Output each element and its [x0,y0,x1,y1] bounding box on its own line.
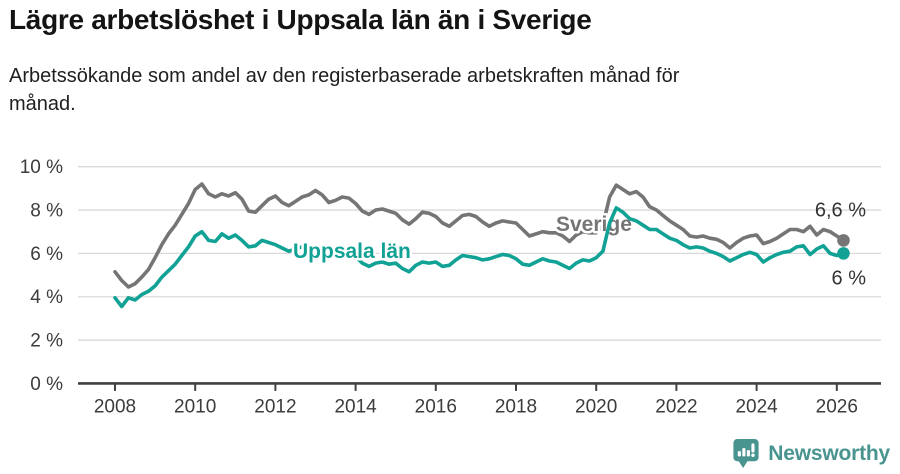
series-end-dot-sverige [837,234,850,247]
x-axis-label: 2020 [575,396,617,417]
series-label-uppsala-l-n: Uppsala län [293,240,411,263]
series-line-sverige [113,182,846,289]
logo-barchart-glyph [738,443,756,457]
y-axis-label: 10 % [20,157,63,178]
x-axis-label: 2012 [254,396,296,417]
page-title: Lägre arbetslöshet i Uppsala län än i Sv… [9,4,592,35]
series-end-dot-uppsala-l-n [837,247,850,260]
series-line-uppsala-l-n [113,206,846,309]
y-axis-label: 2 % [30,331,63,352]
y-axis-label: 6 % [30,244,63,265]
x-axis-label: 2008 [94,396,136,417]
line-chart: 0 % 2 % 4 % 6 % 8 % 10 % 2008 2010 2012 2014 2016 2… [0,150,900,450]
x-axis-label: 2026 [816,396,858,417]
x-axis-label: 2016 [415,396,457,417]
brand-footer[interactable]: Newsworthy [732,438,890,469]
chart-header: Lägre arbetslöshet i Uppsala län än i Sv… [9,4,889,118]
chart-canvas: 0 % 2 % 4 % 6 % 8 % 10 % 2008 2010 2012 2014 2016 2… [20,157,881,417]
y-axis-label: 0 % [30,374,63,395]
subtitle-line-1: Arbetssökande som andel av den registerb… [9,65,680,87]
brand-name: Newsworthy [768,441,890,465]
newsworthy-logo-icon [733,438,759,469]
y-axis-label: 8 % [30,201,63,222]
y-axis-label: 4 % [30,287,63,308]
series-end-value-sverige: 6,6 % [815,199,866,221]
x-axis-label: 2024 [735,396,778,417]
x-axis-label: 2018 [495,396,537,417]
subtitle-line-2: månad. [9,93,76,115]
series-end-value-uppsala-l-n: 6 % [832,267,867,289]
x-axis-label: 2022 [655,396,697,417]
x-axis-label: 2014 [334,396,377,417]
x-axis-label: 2010 [174,396,216,417]
chart-subtitle: Arbetssökande som andel av den registerb… [9,62,889,118]
series-label-sverige: Sverige [556,213,632,236]
